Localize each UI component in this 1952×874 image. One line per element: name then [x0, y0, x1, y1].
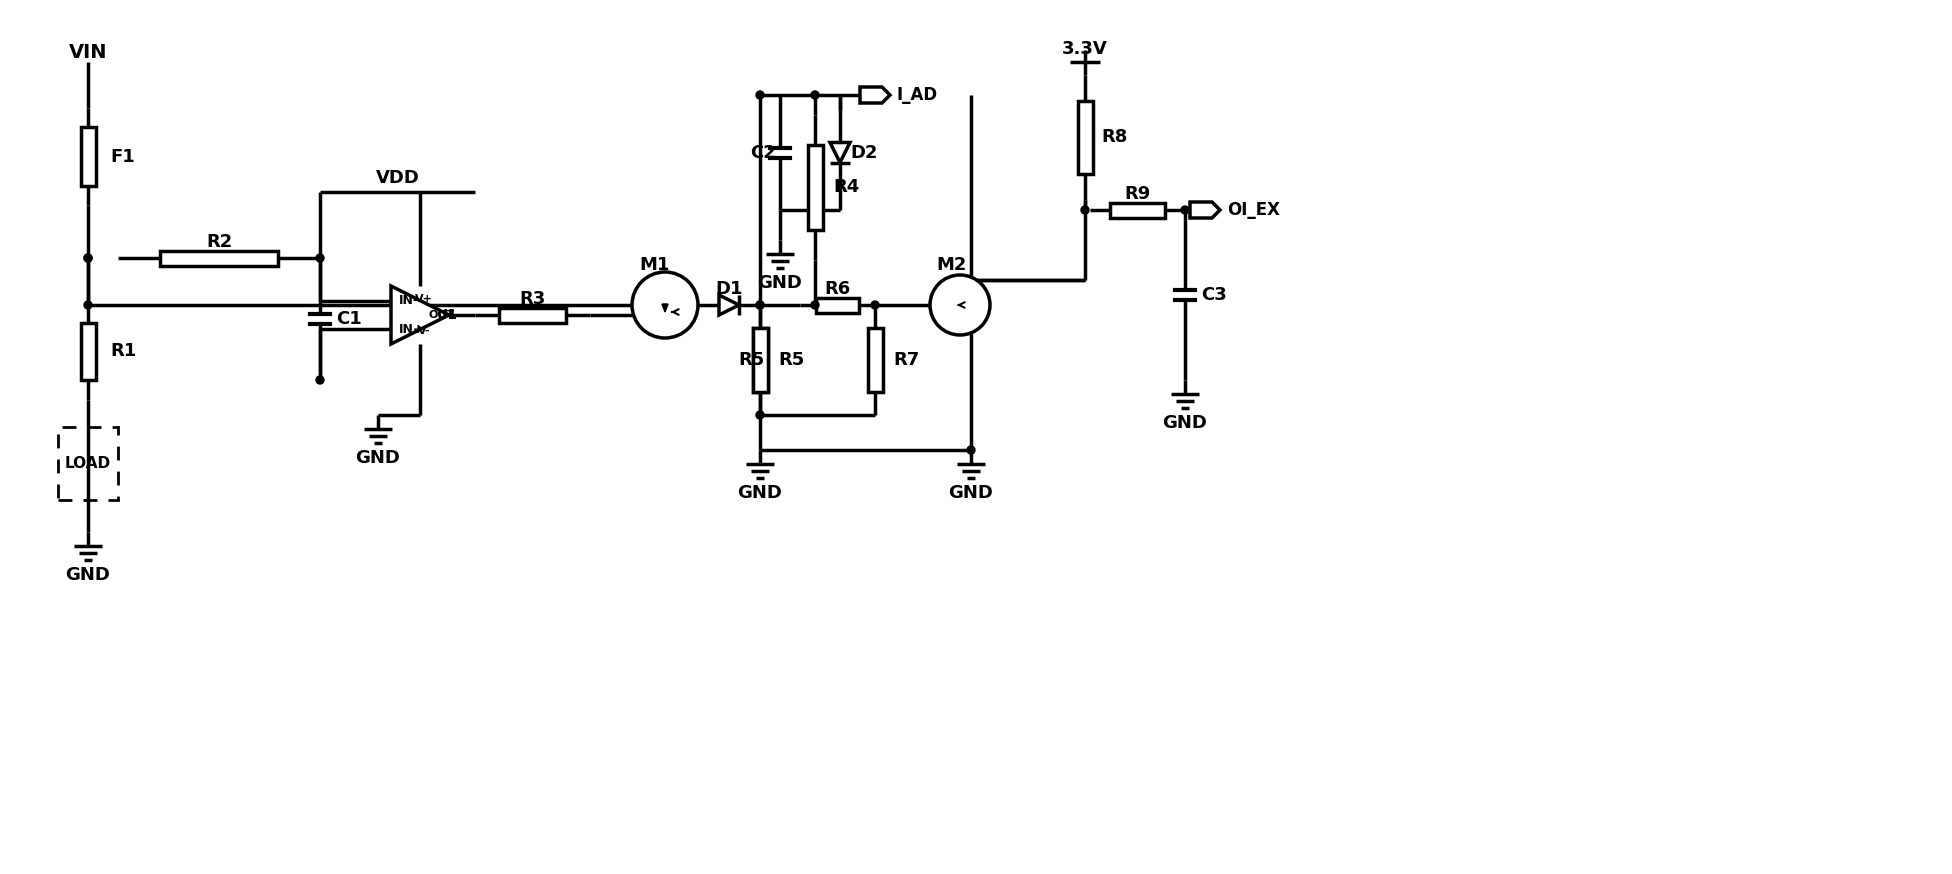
- Text: C1: C1: [336, 310, 361, 328]
- Text: VIN: VIN: [68, 43, 107, 61]
- Circle shape: [316, 254, 324, 262]
- Circle shape: [929, 275, 990, 335]
- Text: D2: D2: [849, 143, 878, 162]
- Circle shape: [755, 301, 763, 309]
- Text: GND: GND: [738, 484, 783, 502]
- Text: GND: GND: [355, 449, 400, 467]
- Bar: [816, 297, 859, 313]
- Bar: [753, 328, 767, 392]
- Text: U1: U1: [437, 308, 459, 322]
- Polygon shape: [662, 304, 668, 312]
- Text: R9: R9: [1124, 185, 1150, 203]
- Polygon shape: [718, 295, 740, 315]
- Bar: [867, 328, 882, 392]
- Text: GND: GND: [757, 274, 802, 292]
- Bar: [500, 308, 566, 323]
- Circle shape: [316, 376, 324, 384]
- Text: OI_EX: OI_EX: [1228, 201, 1281, 219]
- Bar: [753, 328, 767, 392]
- Text: IN+: IN+: [398, 323, 424, 336]
- Text: V+: V+: [416, 294, 433, 303]
- Polygon shape: [1191, 202, 1220, 218]
- Bar: [1111, 203, 1165, 218]
- Text: R6: R6: [824, 280, 851, 298]
- Bar: [160, 251, 277, 266]
- Text: OUT: OUT: [427, 310, 455, 320]
- Circle shape: [632, 272, 699, 338]
- Circle shape: [84, 254, 92, 262]
- Text: D1: D1: [714, 280, 744, 298]
- Text: M1: M1: [640, 256, 670, 274]
- Text: R5: R5: [738, 351, 765, 369]
- Text: C3: C3: [1200, 286, 1226, 304]
- Text: R3: R3: [519, 290, 547, 308]
- Text: R1: R1: [109, 343, 137, 360]
- Text: R7: R7: [892, 351, 919, 369]
- Text: IN-: IN-: [398, 294, 420, 307]
- Bar: [80, 128, 96, 185]
- Circle shape: [810, 301, 820, 309]
- Polygon shape: [390, 286, 449, 344]
- Polygon shape: [861, 87, 890, 103]
- Bar: [808, 145, 822, 230]
- Text: R8: R8: [1101, 128, 1128, 147]
- Text: F1: F1: [109, 148, 135, 165]
- Circle shape: [84, 301, 92, 309]
- Polygon shape: [830, 142, 849, 163]
- Circle shape: [1181, 206, 1189, 214]
- Text: LOAD: LOAD: [64, 455, 111, 470]
- Circle shape: [755, 411, 763, 419]
- Text: VDD: VDD: [377, 169, 420, 187]
- Text: GND: GND: [66, 566, 111, 584]
- Circle shape: [84, 254, 92, 262]
- Text: R2: R2: [205, 233, 232, 251]
- Text: GND: GND: [949, 484, 994, 502]
- Circle shape: [810, 91, 820, 99]
- Circle shape: [966, 446, 974, 454]
- Bar: [80, 323, 96, 379]
- Bar: [59, 427, 117, 500]
- Text: I_AD: I_AD: [898, 86, 939, 104]
- Text: 3.3V: 3.3V: [1062, 40, 1109, 58]
- Bar: [1078, 101, 1093, 174]
- Text: R4: R4: [834, 178, 859, 197]
- Circle shape: [1081, 206, 1089, 214]
- Text: C2: C2: [750, 143, 775, 162]
- Text: GND: GND: [1163, 414, 1208, 432]
- Text: R5: R5: [779, 351, 804, 369]
- Circle shape: [871, 301, 878, 309]
- Text: M2: M2: [937, 256, 966, 274]
- Text: V-: V-: [418, 326, 429, 336]
- Circle shape: [755, 91, 763, 99]
- Circle shape: [755, 301, 763, 309]
